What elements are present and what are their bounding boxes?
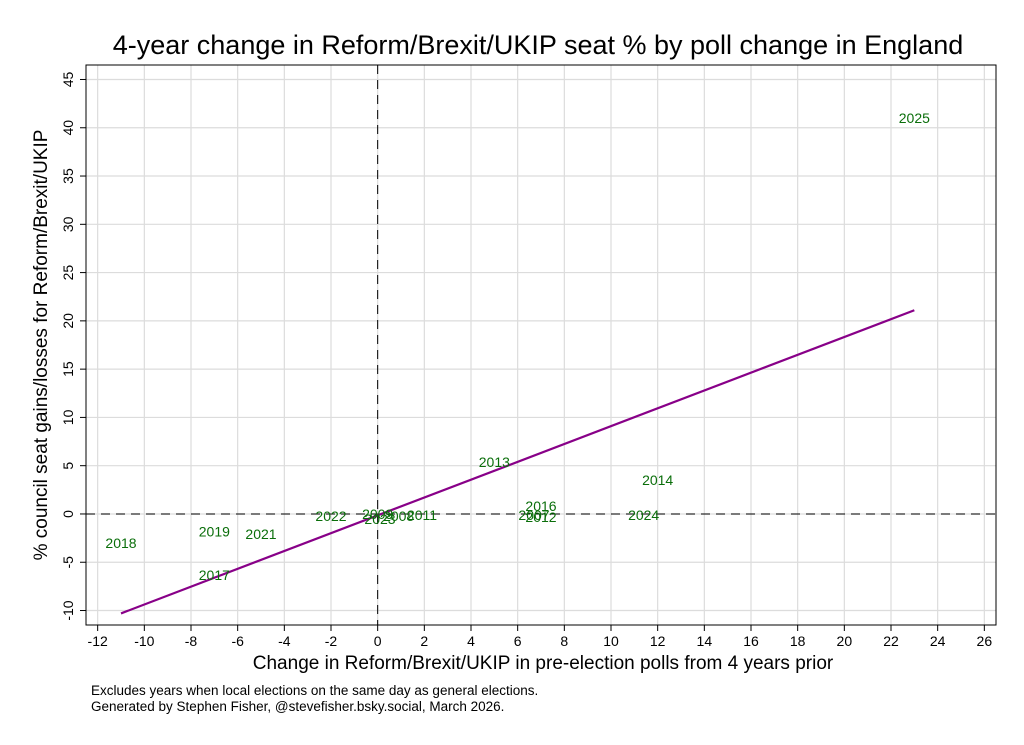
- x-tick-label: 10: [603, 633, 619, 649]
- x-axis-label: Change in Reform/Brexit/UKIP in pre-elec…: [253, 653, 834, 674]
- y-tick-label: 40: [60, 120, 76, 136]
- x-axis-ticks: -12 -10 -8 -6 -4 -2 0 2 4 6 8 10 12 14 16 18 20 22 24 26: [88, 625, 993, 649]
- point-label-2019: 2019: [199, 523, 230, 539]
- chart-notes: Excludes years when local elections on t…: [91, 683, 538, 715]
- point-label-2016: 2016: [525, 498, 556, 514]
- y-tick-label: 25: [60, 265, 76, 281]
- point-label-2018: 2018: [105, 535, 136, 551]
- x-tick-label: 18: [790, 633, 806, 649]
- y-tick-label: 35: [60, 168, 76, 184]
- x-tick-label: -10: [134, 633, 154, 649]
- y-tick-label: 15: [60, 361, 76, 377]
- y-tick-label: 5: [60, 462, 76, 470]
- y-tick-label: -5: [60, 556, 76, 569]
- y-tick-label: 10: [60, 409, 76, 425]
- y-tick-label: -10: [60, 600, 76, 620]
- point-label-2021: 2021: [245, 526, 276, 542]
- point-label-2008: 2008: [383, 508, 414, 524]
- point-label-2011: 2011: [407, 507, 437, 523]
- point-label-2024: 2024: [628, 507, 659, 523]
- x-tick-label: 24: [930, 633, 946, 649]
- reference-lines: [86, 65, 996, 625]
- y-tick-label: 45: [60, 71, 76, 87]
- x-tick-label: -6: [231, 633, 244, 649]
- note-credit: Generated by Stephen Fisher, @stevefishe…: [91, 699, 505, 714]
- point-label-2014: 2014: [642, 472, 673, 488]
- point-label-2012: 2012: [525, 509, 556, 525]
- x-tick-label: 14: [697, 633, 713, 649]
- x-tick-label: -12: [88, 633, 108, 649]
- x-tick-label: 8: [560, 633, 568, 649]
- y-tick-label: 20: [60, 313, 76, 329]
- x-tick-label: -4: [278, 633, 291, 649]
- x-tick-label: 4: [467, 633, 475, 649]
- x-tick-label: 0: [374, 633, 382, 649]
- point-label-2017: 2017: [199, 567, 230, 583]
- x-tick-label: -8: [185, 633, 198, 649]
- x-tick-label: 6: [514, 633, 522, 649]
- point-label-2009: 2009: [362, 506, 393, 522]
- plot-frame: [85, 64, 997, 626]
- y-tick-label: 30: [60, 216, 76, 232]
- y-axis-label: % council seat gains/losses for Reform/B…: [31, 130, 52, 561]
- point-label-2007: 2007: [518, 507, 549, 523]
- scatter-chart: 4-year change in Reform/Brexit/UKIP seat…: [31, 30, 997, 674]
- x-tick-label: 16: [743, 633, 759, 649]
- point-label-2022: 2022: [315, 508, 346, 524]
- grid-layer: [86, 65, 996, 625]
- x-tick-label: 26: [977, 633, 993, 649]
- point-label-2023: 2023: [364, 511, 395, 527]
- y-tick-label: 0: [60, 510, 76, 518]
- fit-line-layer: [120, 309, 915, 615]
- point-label-2025: 2025: [899, 110, 930, 126]
- note-exclusion: Excludes years when local elections on t…: [91, 683, 539, 698]
- fit-line: [120, 309, 915, 615]
- x-tick-label: 22: [883, 633, 899, 649]
- x-tick-label: 2: [420, 633, 428, 649]
- x-tick-label: 12: [650, 633, 666, 649]
- y-axis-ticks: -10 -5 0 5 10 15 20 25 30 35 40 45: [60, 71, 86, 621]
- chart-title: 4-year change in Reform/Brexit/UKIP seat…: [113, 30, 963, 60]
- point-label-2013: 2013: [479, 454, 510, 470]
- x-tick-label: 20: [837, 633, 853, 649]
- x-tick-label: -2: [325, 633, 338, 649]
